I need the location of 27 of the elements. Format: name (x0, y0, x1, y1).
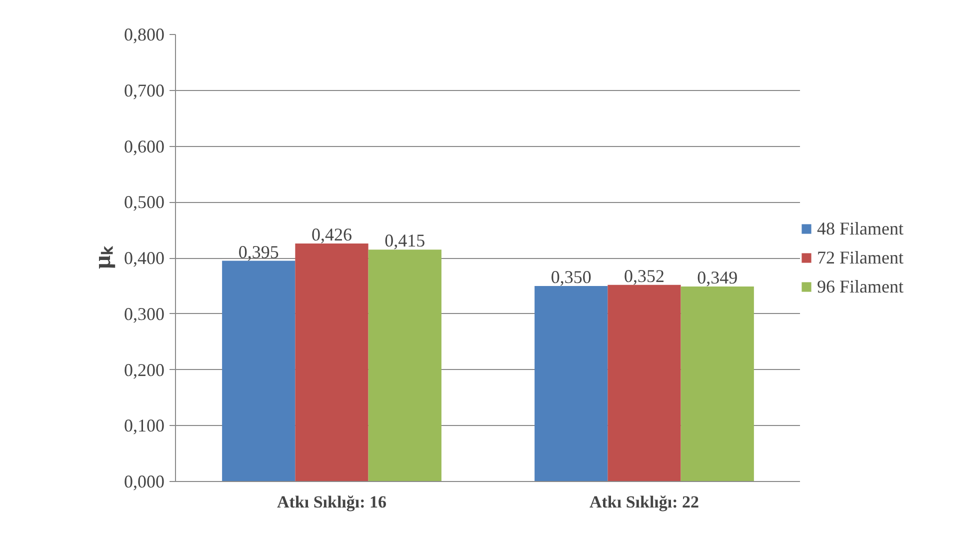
y-tick-label: 0,800 (124, 24, 164, 44)
y-tick-label: 0,200 (124, 360, 164, 380)
data-label: 0,426 (312, 224, 352, 244)
y-tick-label: 0,500 (124, 192, 164, 212)
y-tick-label: 0,600 (124, 136, 164, 156)
bar (534, 286, 608, 482)
bar (222, 260, 296, 482)
legend-label: 96 Filament (817, 276, 904, 297)
y-tick-label: 0,300 (124, 304, 164, 324)
legend-label: 48 Filament (817, 218, 904, 239)
data-label: 0,395 (238, 242, 279, 262)
x-tick-label: Atkı Sıklığı: 16 (276, 492, 387, 512)
y-tick-label: 0,700 (124, 80, 164, 100)
bar (680, 286, 754, 482)
y-tick-label: 0,000 (124, 472, 164, 492)
data-label: 0,349 (697, 267, 738, 288)
bar (295, 243, 368, 482)
bar (368, 250, 442, 482)
data-label: 0,350 (550, 266, 592, 287)
y-axis-title: μₖ (90, 245, 116, 269)
x-tick-label: Atkı Sıklığı: 22 (589, 492, 700, 512)
y-tick-label: 0,400 (124, 248, 164, 268)
y-tick-label: 0,100 (124, 416, 164, 436)
bar (608, 284, 681, 482)
data-label: 0,415 (384, 230, 426, 251)
legend-label: 72 Filament (817, 247, 904, 268)
data-label: 0,352 (624, 266, 664, 286)
